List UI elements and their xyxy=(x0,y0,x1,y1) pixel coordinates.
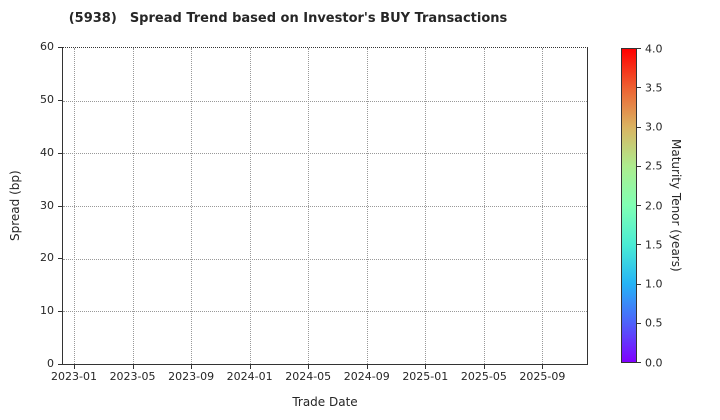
x-tick-label: 2023-05 xyxy=(109,370,156,383)
x-tick-mark xyxy=(249,365,251,369)
chart-title: (5938) Spread Trend based on Investor's B… xyxy=(58,11,518,26)
x-tick-label: 2025-09 xyxy=(519,370,566,383)
colorbar-tick-mark xyxy=(637,244,641,246)
x-tick-label: 2024-01 xyxy=(226,370,273,383)
y-tick-label: 50 xyxy=(40,92,54,106)
x-axis-title: Trade Date xyxy=(292,395,358,409)
y-tick-label: 60 xyxy=(40,40,54,53)
x-tick-mark xyxy=(74,365,75,369)
x-tick-label: 2023-09 xyxy=(168,370,215,383)
x-tick-mark xyxy=(425,365,427,369)
x-tick-label: 2024-05 xyxy=(285,370,332,383)
y-tick-mark xyxy=(58,99,62,101)
colorbar-tick-label: 2.0 xyxy=(645,199,663,212)
y-gridline xyxy=(63,153,587,155)
y-tick-mark xyxy=(58,311,62,313)
y-gridline xyxy=(63,311,587,313)
chart-title-code: (5938) xyxy=(68,11,117,26)
y-tick-mark xyxy=(58,205,62,207)
y-tick-mark xyxy=(58,152,62,154)
chart-title-text: Spread Trend based on Investor's BUY Tra… xyxy=(129,11,508,26)
y-gridline xyxy=(63,258,587,260)
plot-area xyxy=(62,47,588,365)
x-tick-label: 2023-01 xyxy=(51,370,97,383)
y-tick-mark xyxy=(58,47,62,48)
colorbar-tick-mark xyxy=(637,87,641,89)
x-tick-label: 2024-09 xyxy=(343,370,390,383)
x-tick-mark xyxy=(483,365,485,369)
colorbar-tick-label: 4.0 xyxy=(645,42,663,55)
y-tick-label: 10 xyxy=(40,304,54,318)
colorbar-tick-mark xyxy=(637,322,641,324)
x-tick-mark xyxy=(132,365,134,369)
x-tick-mark xyxy=(542,365,544,369)
colorbar-tick-mark xyxy=(637,205,641,206)
y-tick-mark xyxy=(58,364,62,365)
colorbar-tick-label: 2.5 xyxy=(645,159,663,173)
colorbar-tick-mark xyxy=(637,48,641,49)
y-tick-label: 20 xyxy=(40,251,54,265)
colorbar-tick-label: 3.5 xyxy=(645,81,663,95)
x-tick-label: 2025-01 xyxy=(402,370,449,383)
y-tick-label: 30 xyxy=(40,198,54,212)
colorbar-tick-mark xyxy=(637,283,641,285)
y-gridline xyxy=(63,206,587,207)
colorbar-tick-label: 0.5 xyxy=(645,316,663,330)
colorbar-tick-label: 1.5 xyxy=(645,238,663,252)
y-tick-label: 0 xyxy=(47,357,54,370)
colorbar-tick-label: 0.0 xyxy=(645,356,663,369)
x-tick-label: 2025-05 xyxy=(460,370,507,383)
y-tick-label: 40 xyxy=(40,145,54,159)
colorbar-tick-mark xyxy=(637,362,641,363)
colorbar-gradient xyxy=(622,49,636,362)
colorbar-tick-label: 1.0 xyxy=(645,277,663,291)
x-tick-mark xyxy=(191,365,193,369)
x-tick-mark xyxy=(366,365,368,369)
y-tick-mark xyxy=(58,258,62,260)
colorbar-tick-mark xyxy=(637,165,641,167)
colorbar-title: Maturity Tenor (years) xyxy=(669,139,683,272)
colorbar-tick-mark xyxy=(637,126,641,128)
colorbar xyxy=(621,48,637,363)
colorbar-tick-label: 3.0 xyxy=(645,120,663,134)
y-gridline xyxy=(63,100,587,102)
x-tick-mark xyxy=(308,365,310,369)
